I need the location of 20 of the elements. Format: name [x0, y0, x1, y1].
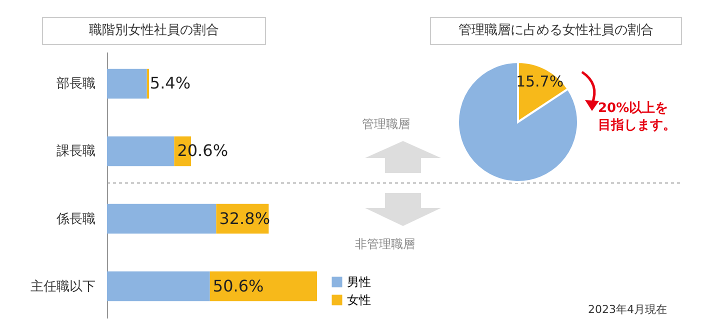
chart-title: 職階別女性社員の割合 — [42, 17, 266, 45]
bar — [107, 68, 147, 99]
pie-slice — [457, 61, 579, 183]
y-tick-label: 課長職 — [56, 144, 96, 160]
text: 非管理職層 — [355, 236, 415, 253]
bar — [107, 204, 216, 234]
annotation: 5.4% — [150, 74, 191, 93]
bar — [107, 136, 174, 166]
annotation: 50.6% — [212, 276, 264, 296]
text: 2023年4月現在 — [588, 302, 667, 317]
y-tick-label: 部長職 — [56, 76, 96, 92]
legend-label: 女性 — [347, 293, 371, 307]
y-tick-label: 係長職 — [56, 212, 96, 227]
text: 20%以上を目指します。 — [598, 100, 677, 134]
bar — [210, 271, 317, 302]
bar — [107, 271, 210, 302]
chart-title: 管理職層に占める女性社員の割合 — [430, 17, 682, 45]
y-tick-label: 主任職以下 — [30, 278, 96, 294]
text: 管理職層 — [362, 116, 410, 133]
legend-label: 男性 — [347, 275, 371, 289]
